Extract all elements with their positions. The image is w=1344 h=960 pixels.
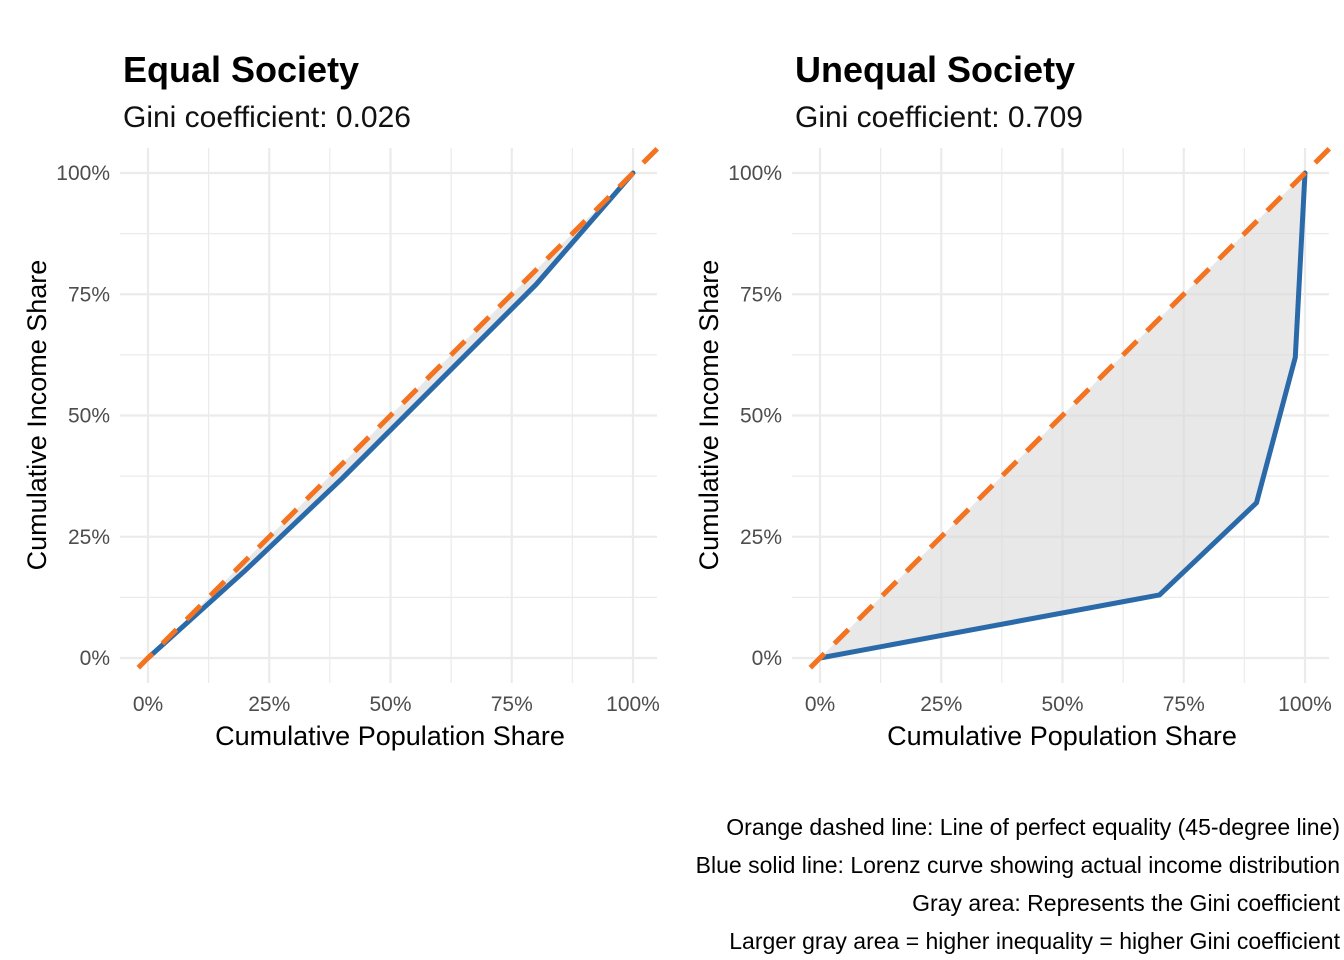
y-tick-labels: 0% 25% 50% 75% 100% [728, 162, 782, 670]
x-tick-label: 0% [133, 693, 163, 716]
y-tick-label: 100% [728, 162, 782, 185]
x-tick-label: 50% [369, 693, 411, 716]
x-axis-label: Cumulative Population Share [887, 721, 1237, 751]
caption-line: Blue solid line: Lorenz curve showing ac… [696, 852, 1340, 878]
x-tick-label: 0% [805, 693, 835, 716]
panel-title: Unequal Society [795, 49, 1075, 90]
x-tick-label: 50% [1041, 693, 1083, 716]
x-tick-label: 75% [491, 693, 533, 716]
x-tick-labels: 0% 25% 50% 75% 100% [133, 693, 660, 716]
y-tick-label: 75% [740, 283, 782, 306]
panel-subtitle: Gini coefficient: 0.026 [123, 101, 411, 134]
caption-line: Orange dashed line: Line of perfect equa… [726, 814, 1340, 840]
lorenz-curve [817, 170, 1308, 661]
plot-lines [808, 146, 1332, 670]
y-tick-label: 0% [80, 647, 110, 670]
x-tick-label: 75% [1163, 693, 1205, 716]
lorenz-curve [145, 170, 636, 661]
panel-unequal-society: Unequal Society Gini coefficient: 0.709 … [694, 49, 1332, 751]
x-axis-label: Cumulative Population Share [215, 721, 565, 751]
caption-line: Gray area: Represents the Gini coefficie… [912, 890, 1340, 916]
y-axis-label: Cumulative Income Share [22, 260, 52, 571]
y-tick-label: 50% [68, 405, 110, 428]
y-tick-label: 100% [56, 162, 110, 185]
x-tick-labels: 0% 25% 50% 75% 100% [805, 693, 1332, 716]
y-tick-label: 0% [752, 647, 782, 670]
x-tick-label: 100% [1278, 693, 1332, 716]
x-tick-label: 25% [248, 693, 290, 716]
caption-line: Larger gray area = higher inequality = h… [729, 928, 1340, 954]
plot-lines [136, 146, 660, 670]
y-tick-label: 50% [740, 405, 782, 428]
y-tick-label: 25% [740, 526, 782, 549]
y-tick-label: 25% [68, 526, 110, 549]
caption: Orange dashed line: Line of perfect equa… [696, 814, 1341, 954]
y-tick-label: 75% [68, 283, 110, 306]
panel-title: Equal Society [123, 49, 359, 90]
panel-equal-society: Equal Society Gini coefficient: 0.026 0%… [22, 49, 660, 751]
plot-grid [120, 148, 657, 683]
x-tick-label: 100% [606, 693, 660, 716]
y-tick-labels: 0% 25% 50% 75% 100% [56, 162, 110, 670]
panel-subtitle: Gini coefficient: 0.709 [795, 101, 1083, 134]
x-tick-label: 25% [920, 693, 962, 716]
y-axis-label: Cumulative Income Share [694, 260, 724, 571]
